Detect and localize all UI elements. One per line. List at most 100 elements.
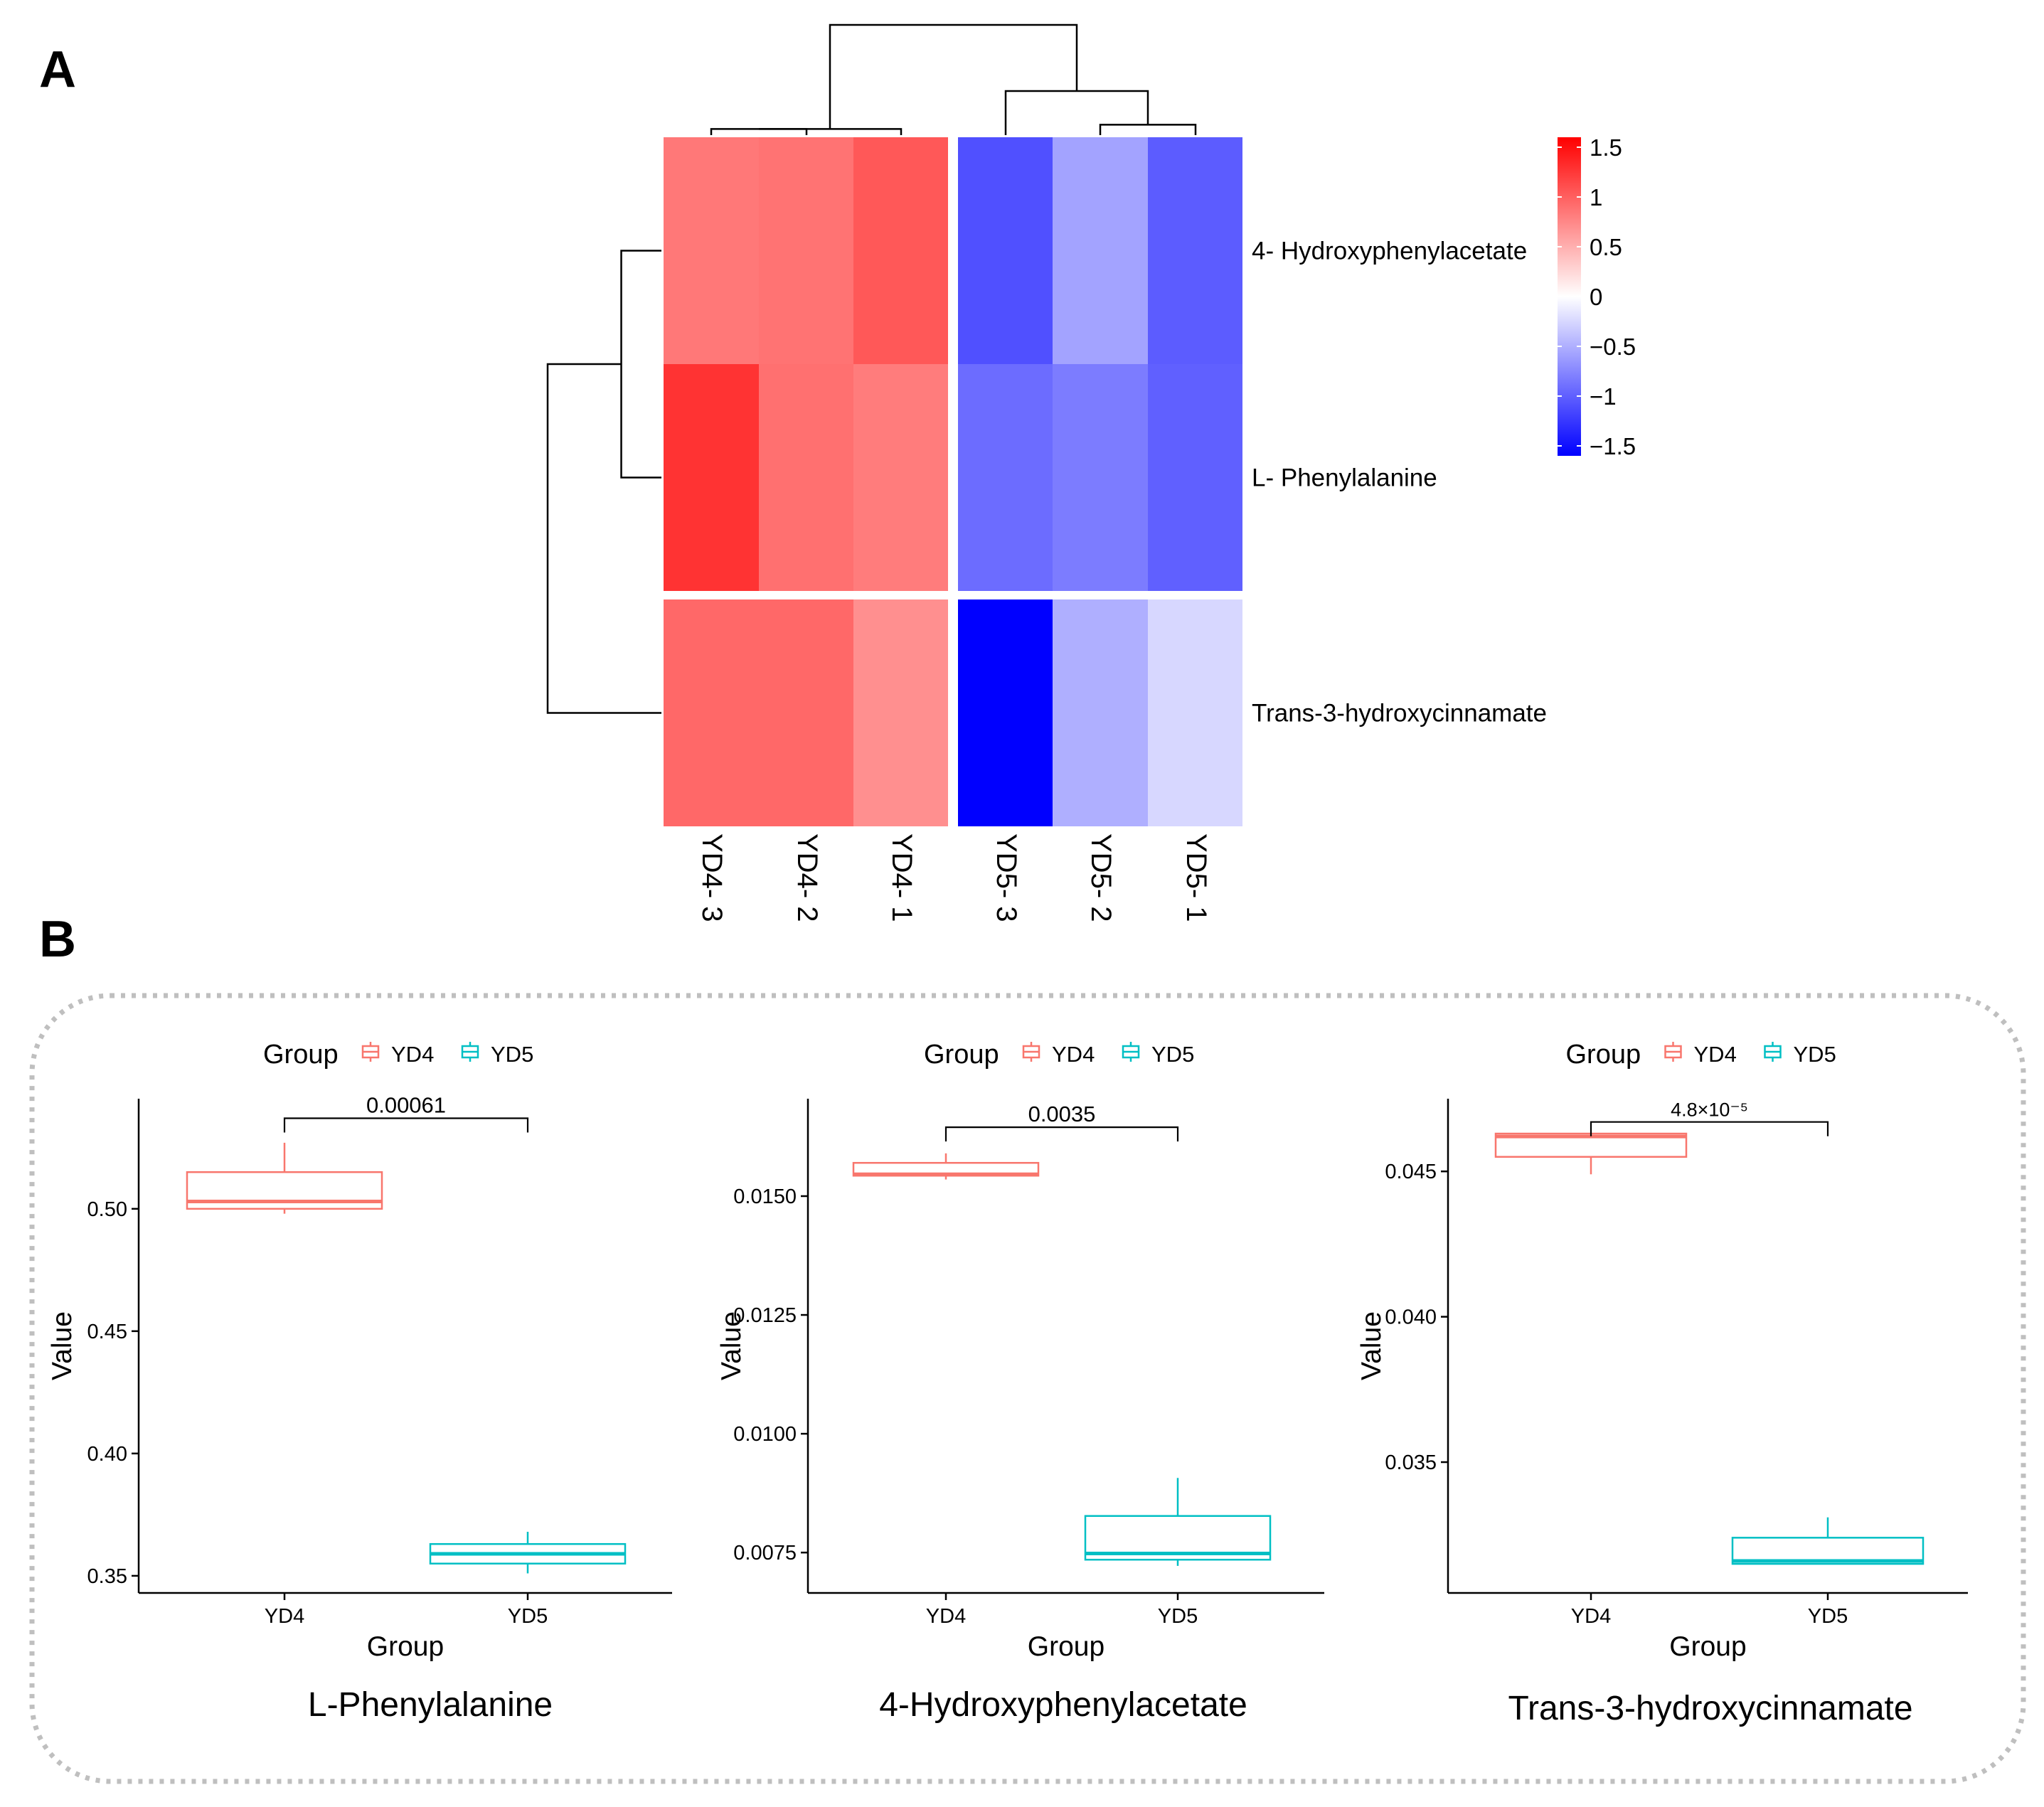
row-label: L- Phenylalanine — [1252, 464, 1437, 492]
bracket-line — [283, 1117, 529, 1133]
heatmap-cell-r0-c4 — [1053, 137, 1148, 364]
panel-title: L-Phenylalanine — [308, 1686, 553, 1724]
heatmap-cell-r2-c0 — [664, 599, 759, 826]
heatmap-cell-r0-c3 — [958, 137, 1053, 364]
column-label: YD4- 2 — [792, 833, 823, 922]
panel-b-frame — [29, 993, 2026, 1784]
heatmap-cell-r2-c4 — [1053, 599, 1148, 826]
legend-entry-label: YD5 — [1794, 1042, 1836, 1067]
box-body — [186, 1171, 383, 1210]
x-axis-label: Group — [1028, 1631, 1104, 1662]
row-dendrogram-branch — [546, 363, 661, 714]
x-tick-label: YD5 — [1808, 1605, 1848, 1628]
heatmap-cell-r0-c1 — [759, 137, 854, 364]
p-value-label: 0.00061 — [366, 1093, 446, 1118]
column-label: YD4- 3 — [696, 833, 728, 922]
box-plots: Group YD4 YD5 0.35 0.40 0.45 0.50 YD4 YD5 Group Va… — [47, 1040, 1968, 1727]
significance-bracket: 4.8×10⁻⁵ — [1590, 1099, 1829, 1136]
legend-tick-label: 1 — [1590, 184, 1602, 210]
y-tick-label: 0.0150 — [733, 1185, 797, 1208]
heatmap-cell-r2-c2 — [853, 599, 948, 826]
legend-entry-label: YD5 — [491, 1042, 533, 1067]
panel-title: Trans-3-hydroxycinnamate — [1508, 1690, 1912, 1727]
legend-tick-label: −0.5 — [1590, 334, 1636, 360]
significance-bracket: 0.00061 — [283, 1093, 529, 1133]
legend-tick-label: −1 — [1590, 383, 1617, 410]
column-dendrogram-branch — [759, 128, 903, 135]
p-value-label: 4.8×10⁻⁵ — [1671, 1099, 1748, 1121]
significance-bracket: 0.0035 — [944, 1102, 1179, 1142]
heatmap-cells — [664, 137, 1242, 826]
row-label: Trans-3-hydroxycinnamate — [1252, 700, 1547, 727]
bracket-line — [1590, 1121, 1829, 1136]
heatmap: 4- Hydroxyphenylacetate L- Phenylalanine T… — [546, 23, 1636, 922]
y-tick-label: 0.0075 — [733, 1542, 797, 1565]
column-label: YD4- 1 — [886, 833, 917, 922]
legend-tick-label: 0.5 — [1590, 234, 1622, 260]
panel-title: 4-Hydroxyphenylacetate — [879, 1686, 1247, 1724]
box-YD4 — [186, 1142, 383, 1214]
legend-tick-label: 0 — [1590, 284, 1602, 310]
x-axis-label: Group — [367, 1631, 444, 1662]
bracket-line — [944, 1126, 1179, 1142]
legend-entry-label: YD4 — [1694, 1042, 1737, 1067]
heatmap-cell-r1-c1 — [759, 364, 854, 591]
column-labels: YD4- 3 YD4- 2 YD4- 1 YD5- 3 YD5- 2 YD5- 1 — [696, 833, 1212, 922]
y-tick-label: 0.040 — [1385, 1306, 1437, 1329]
x-tick-label: YD4 — [265, 1605, 304, 1628]
column-label: YD5- 3 — [991, 833, 1022, 922]
box-YD5 — [1084, 1478, 1272, 1566]
x-tick-label: YD4 — [1571, 1605, 1611, 1628]
legend-title: Group — [263, 1040, 339, 1070]
panel-label-b: B — [39, 911, 76, 968]
x-tick-label: YD5 — [508, 1605, 548, 1628]
heatmap-cell-r2-c5 — [1148, 599, 1242, 826]
box-YD5 — [1731, 1517, 1925, 1565]
box-YD4 — [852, 1153, 1040, 1180]
heatmap-cell-r1-c5 — [1148, 364, 1242, 591]
legend-entry-label: YD4 — [1052, 1042, 1095, 1067]
legend-title: Group — [924, 1040, 999, 1070]
row-labels: 4- Hydroxyphenylacetate L- Phenylalanine T… — [1252, 238, 1547, 727]
heatmap-cell-r1-c4 — [1053, 364, 1148, 591]
boxplot-panel: Group YD4 YD5 0.35 0.40 0.45 0.50 YD4 YD5 Group Va… — [47, 1040, 672, 1724]
y-axis-label: Value — [47, 1311, 78, 1380]
panel-label-a: A — [39, 41, 76, 98]
y-tick-label: 0.045 — [1385, 1161, 1437, 1183]
row-label: 4- Hydroxyphenylacetate — [1252, 238, 1527, 265]
heatmap-cell-r2-c1 — [759, 599, 854, 826]
y-tick-label: 0.45 — [87, 1321, 127, 1343]
heatmap-cell-r1-c0 — [664, 364, 759, 591]
x-axis-label: Group — [1669, 1631, 1746, 1662]
heatmap-cell-r1-c3 — [958, 364, 1053, 591]
boxplot-panel: Group YD4 YD5 0.0075 0.0100 0.0125 0.0150 YD4 YD… — [716, 1040, 1324, 1724]
y-axis-label: Value — [1356, 1311, 1387, 1380]
x-tick-label: YD5 — [1158, 1605, 1198, 1628]
y-tick-label: 0.40 — [87, 1443, 127, 1466]
y-tick-label: 0.0125 — [733, 1304, 797, 1327]
legend-entry-label: YD4 — [391, 1042, 434, 1067]
legend-title: Group — [1566, 1040, 1641, 1070]
legend-tick-label: −1.5 — [1590, 433, 1636, 459]
p-value-label: 0.0035 — [1028, 1102, 1096, 1126]
heatmap-cell-r0-c2 — [853, 137, 948, 364]
row-dendrogram — [546, 250, 661, 714]
color-legend: 1.5 1 0.5 0 −0.5 −1 −1.5 — [1558, 134, 1636, 459]
y-tick-label: 0.035 — [1385, 1451, 1437, 1474]
y-tick-label: 0.0100 — [733, 1423, 797, 1446]
heatmap-cell-r0-c5 — [1148, 137, 1242, 364]
y-axis-label: Value — [716, 1311, 747, 1380]
y-tick-label: 0.35 — [87, 1565, 127, 1588]
column-dendrogram-branch — [829, 23, 1078, 129]
column-label: YD5- 1 — [1181, 833, 1212, 922]
heatmap-cell-r0-c0 — [664, 137, 759, 364]
boxplot-panel: Group YD4 YD5 0.035 0.040 0.045 YD4 YD5 Group Val… — [1356, 1040, 1968, 1727]
heatmap-cell-r2-c3 — [958, 599, 1053, 826]
legend-tick-label: 1.5 — [1590, 134, 1622, 161]
heatmap-cell-r1-c2 — [853, 364, 948, 591]
legend-entry-label: YD5 — [1151, 1042, 1194, 1067]
column-dendrogram — [710, 23, 1197, 135]
box-YD5 — [429, 1531, 627, 1574]
x-tick-label: YD4 — [926, 1605, 966, 1628]
